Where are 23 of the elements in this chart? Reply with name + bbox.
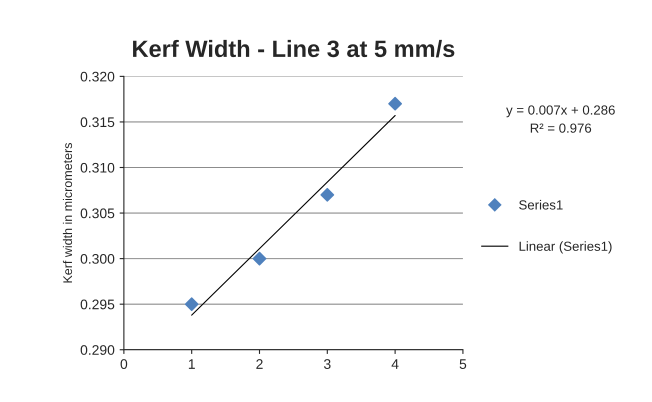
x-tick-label: 1: [188, 359, 195, 369]
x-tick-label: 2: [256, 359, 263, 369]
legend-label: Series1: [519, 200, 563, 210]
y-tick-label: 0.300: [80, 254, 114, 264]
y-tick-label: 0.290: [80, 345, 114, 355]
text: y = 0.007x + 0.286: [506, 105, 615, 118]
y-tick-label: 0.305: [80, 208, 114, 218]
y-axis-title: Kerf width in micrometers: [62, 143, 72, 283]
x-tick-label: 0: [120, 359, 128, 369]
y-tick-label: 0.315: [80, 117, 114, 128]
point: [184, 297, 199, 312]
y-tick-label: 0.310: [80, 162, 114, 173]
point: [252, 252, 266, 266]
y-tick-label: 0.320: [80, 72, 114, 82]
x-tick-label: 3: [324, 359, 331, 369]
chart-title: Kerf Width - Line 3 at 5 mm/s: [133, 40, 454, 58]
x-tick-label: 5: [460, 359, 466, 369]
x-tick-label: 4: [392, 359, 399, 369]
point: [388, 96, 402, 111]
legend-label: Linear (Series1): [520, 241, 612, 254]
y-tick-label: 0.295: [80, 300, 114, 310]
point: [320, 188, 334, 202]
text: R² = 0.976: [530, 123, 592, 133]
